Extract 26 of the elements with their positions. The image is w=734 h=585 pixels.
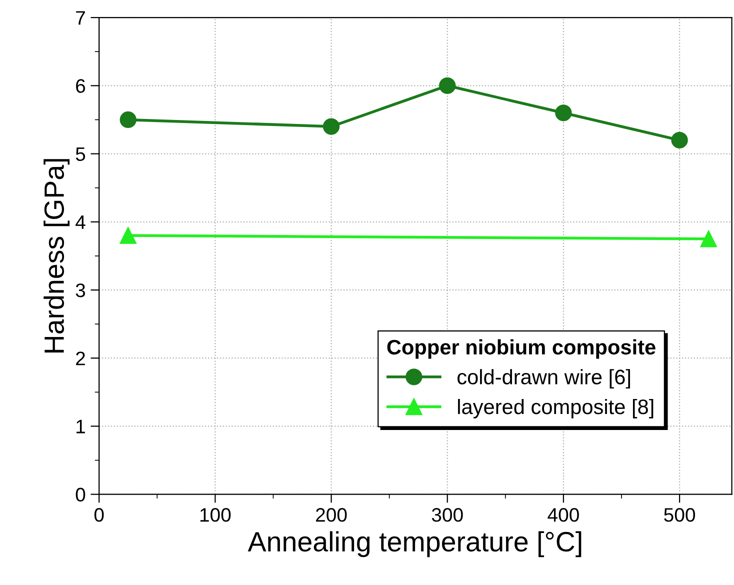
point bbox=[439, 77, 456, 94]
x-tick-label: 100 bbox=[200, 508, 231, 522]
legend-label: layered composite [8] bbox=[458, 398, 654, 418]
y-tick-label: 7 bbox=[76, 11, 85, 25]
x-tick-label: 500 bbox=[664, 508, 696, 522]
legend-label: cold-drawn wire [6] bbox=[458, 369, 630, 389]
y-axis-title: Hardness [GPa] bbox=[44, 159, 70, 352]
point bbox=[555, 104, 572, 122]
y-tick-label: 0 bbox=[76, 488, 86, 502]
point bbox=[322, 118, 340, 135]
y-tick-label: 2 bbox=[76, 352, 85, 366]
y-tick-label: 5 bbox=[76, 147, 86, 162]
x-axis-title: Annealing temperature [°C] bbox=[248, 531, 582, 558]
y-tick-label: 6 bbox=[76, 79, 86, 93]
legend-title: Copper niobium composite bbox=[387, 339, 656, 359]
y-tick-label: 4 bbox=[76, 216, 86, 229]
x-tick-label: 0 bbox=[94, 508, 104, 522]
point bbox=[120, 227, 136, 244]
point bbox=[700, 230, 717, 248]
x-tick-label: 400 bbox=[548, 508, 579, 522]
point bbox=[120, 111, 136, 128]
x-tick-label: 300 bbox=[432, 508, 463, 522]
point bbox=[671, 132, 688, 148]
y-tick-label: 1 bbox=[76, 420, 85, 434]
y-tick-label: 3 bbox=[76, 283, 86, 298]
x-tick-label: 200 bbox=[316, 508, 347, 522]
